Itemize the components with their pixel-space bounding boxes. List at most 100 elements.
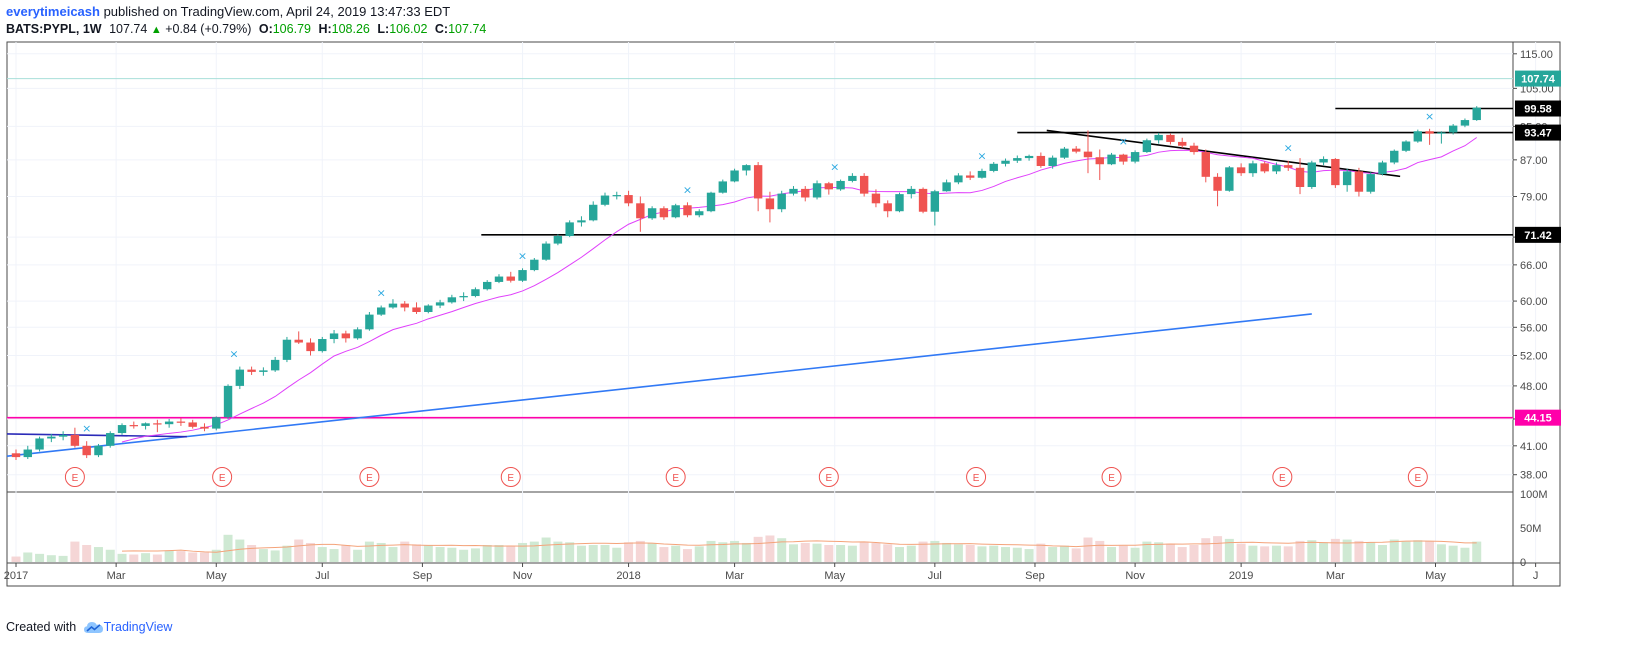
volume-bar (977, 546, 987, 562)
volume-bar (435, 547, 445, 562)
earnings-circle (966, 467, 987, 487)
time-tick-label: 2017 (4, 570, 28, 582)
candle-body (1378, 162, 1387, 175)
candle-body (329, 333, 339, 340)
candle (636, 196, 645, 232)
symbol-name: BATS:PYPL, 1W (6, 22, 102, 36)
volume-bar (682, 549, 692, 562)
volume-bar (1118, 545, 1128, 562)
volume-bar (1130, 547, 1140, 562)
volume-bar (1012, 547, 1022, 562)
candle (353, 327, 362, 340)
price-badge-label: 44.15 (1524, 413, 1552, 425)
volume-bar (1059, 545, 1069, 562)
candle-body (259, 370, 268, 372)
earnings-label: E (1414, 473, 1421, 484)
candle-body (989, 163, 998, 171)
candle (1189, 142, 1199, 155)
price-tick-label: 52.00 (1520, 350, 1548, 362)
volume-bar (765, 535, 775, 562)
volume-bar (965, 545, 975, 562)
price-tick-label: 48.00 (1520, 381, 1548, 393)
open-value: 106.79 (272, 22, 311, 36)
volume-bar (82, 545, 92, 562)
last-price: 107.74 (109, 22, 148, 36)
candle (1472, 106, 1481, 121)
candle-body (506, 276, 515, 281)
candle-body (70, 434, 80, 446)
volume-bar (824, 545, 834, 562)
volume-bar (541, 537, 551, 562)
volume-bar (376, 542, 386, 562)
volume-bar (529, 541, 539, 562)
candle-body (1272, 165, 1281, 172)
candle (1342, 168, 1352, 192)
candle (1036, 152, 1046, 168)
candle-body (1236, 167, 1246, 174)
candle (223, 384, 233, 419)
volume-bar (211, 549, 221, 562)
volume-bar (494, 545, 504, 562)
volume-bar (1189, 545, 1199, 562)
volume-bar (647, 542, 657, 562)
volume-bar (883, 544, 893, 562)
volume-bar (1401, 541, 1411, 562)
time-tick-label: May (1425, 570, 1446, 582)
candle (1401, 140, 1411, 153)
candle (706, 191, 716, 213)
candle (1107, 152, 1116, 166)
candle-body (530, 259, 539, 271)
volume-bar (93, 547, 103, 562)
volume-bar (282, 545, 292, 562)
split-marker: × (1425, 110, 1434, 123)
volume-bar (1425, 540, 1435, 562)
candle (424, 304, 433, 314)
open-label: O: (258, 22, 273, 36)
volume-bar (164, 550, 174, 562)
candle (907, 186, 916, 199)
volume-bar (1389, 539, 1399, 562)
candle (1236, 163, 1246, 176)
price-badge-bg (1515, 124, 1561, 141)
volume-bar (117, 553, 127, 562)
candle-body (47, 436, 56, 439)
candle-body (141, 423, 150, 426)
trendline (1046, 129, 1401, 178)
candle-body (565, 222, 574, 237)
candle-body (965, 175, 975, 178)
candle (577, 216, 586, 227)
candle-body (718, 181, 727, 193)
time-tick-label: Jul (315, 570, 329, 582)
footer: Created with TradingView (6, 620, 172, 634)
candle-body (918, 188, 928, 212)
candle (259, 367, 268, 376)
volume-bar (859, 541, 869, 562)
candle-body (1107, 154, 1116, 165)
candle (1319, 156, 1328, 166)
candle (1248, 160, 1258, 177)
author-link[interactable]: everytimeicash (6, 4, 100, 19)
candle-body (812, 183, 822, 198)
volume-bar (46, 555, 56, 562)
candle (400, 301, 409, 312)
candle (530, 258, 539, 272)
candle-body (518, 270, 527, 281)
publish-info: everytimeicash published on TradingView.… (6, 4, 450, 19)
volume-bar (553, 541, 563, 562)
earnings-circle (665, 467, 686, 487)
volume-bar (1236, 543, 1246, 562)
candle-body (58, 434, 68, 437)
created-with-text: Created with (6, 620, 77, 634)
candle-body (942, 182, 951, 192)
candle (954, 173, 963, 185)
volume-bar (800, 542, 810, 562)
earnings-circle (64, 467, 85, 487)
tradingview-link[interactable]: TradingView (103, 620, 173, 634)
volume-bar (1295, 540, 1305, 562)
candle (1130, 150, 1140, 164)
up-arrow-icon: ▲ (150, 24, 162, 36)
candle (1213, 173, 1222, 207)
volume-bar (329, 549, 339, 562)
volume-bar (23, 552, 33, 562)
